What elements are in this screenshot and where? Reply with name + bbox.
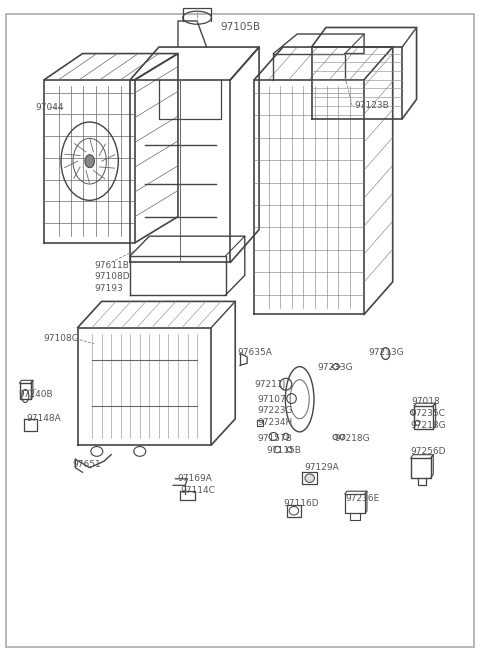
Text: 97114C: 97114C — [180, 486, 215, 495]
Text: 97157B: 97157B — [257, 434, 292, 443]
Text: 97218G: 97218G — [335, 434, 370, 443]
Text: 97108D: 97108D — [95, 272, 130, 281]
Text: 97148A: 97148A — [27, 415, 61, 423]
Text: 97211J: 97211J — [254, 381, 286, 389]
Text: 97223G: 97223G — [257, 406, 293, 415]
Text: 97213G: 97213G — [369, 348, 405, 357]
Text: 97218G: 97218G — [410, 421, 446, 430]
Text: 97651: 97651 — [72, 460, 101, 469]
Text: 97129A: 97129A — [304, 462, 339, 472]
Text: 97236E: 97236E — [345, 494, 379, 503]
Text: 97044: 97044 — [36, 103, 64, 111]
Text: 97107: 97107 — [257, 395, 286, 403]
Text: 97169A: 97169A — [177, 474, 212, 483]
Text: 97635A: 97635A — [238, 348, 273, 357]
Text: 97234H: 97234H — [257, 419, 292, 427]
Text: 97123B: 97123B — [355, 102, 389, 110]
Text: 97235C: 97235C — [410, 409, 445, 418]
Text: 97240B: 97240B — [18, 390, 53, 398]
Text: 97115B: 97115B — [266, 445, 301, 455]
Text: 97108C: 97108C — [43, 334, 78, 343]
Text: 97018: 97018 — [412, 397, 441, 405]
Text: 97611B: 97611B — [95, 261, 129, 270]
Ellipse shape — [85, 155, 95, 168]
Text: 97233G: 97233G — [317, 364, 353, 373]
Ellipse shape — [305, 474, 314, 482]
Text: 97105B: 97105B — [220, 22, 260, 32]
Text: 97193: 97193 — [95, 284, 123, 293]
Text: 97256D: 97256D — [410, 447, 446, 456]
Text: 97116D: 97116D — [283, 499, 319, 508]
